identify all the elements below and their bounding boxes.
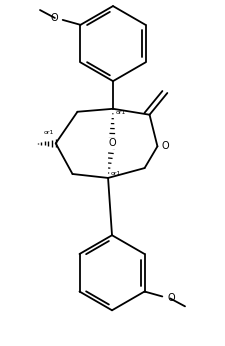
Text: O: O [166, 293, 174, 303]
Text: O: O [161, 141, 168, 151]
Text: or1: or1 [115, 110, 126, 115]
Text: or1: or1 [110, 171, 121, 176]
Text: O: O [50, 13, 58, 23]
Text: O: O [108, 138, 115, 148]
Text: or1: or1 [43, 130, 54, 136]
